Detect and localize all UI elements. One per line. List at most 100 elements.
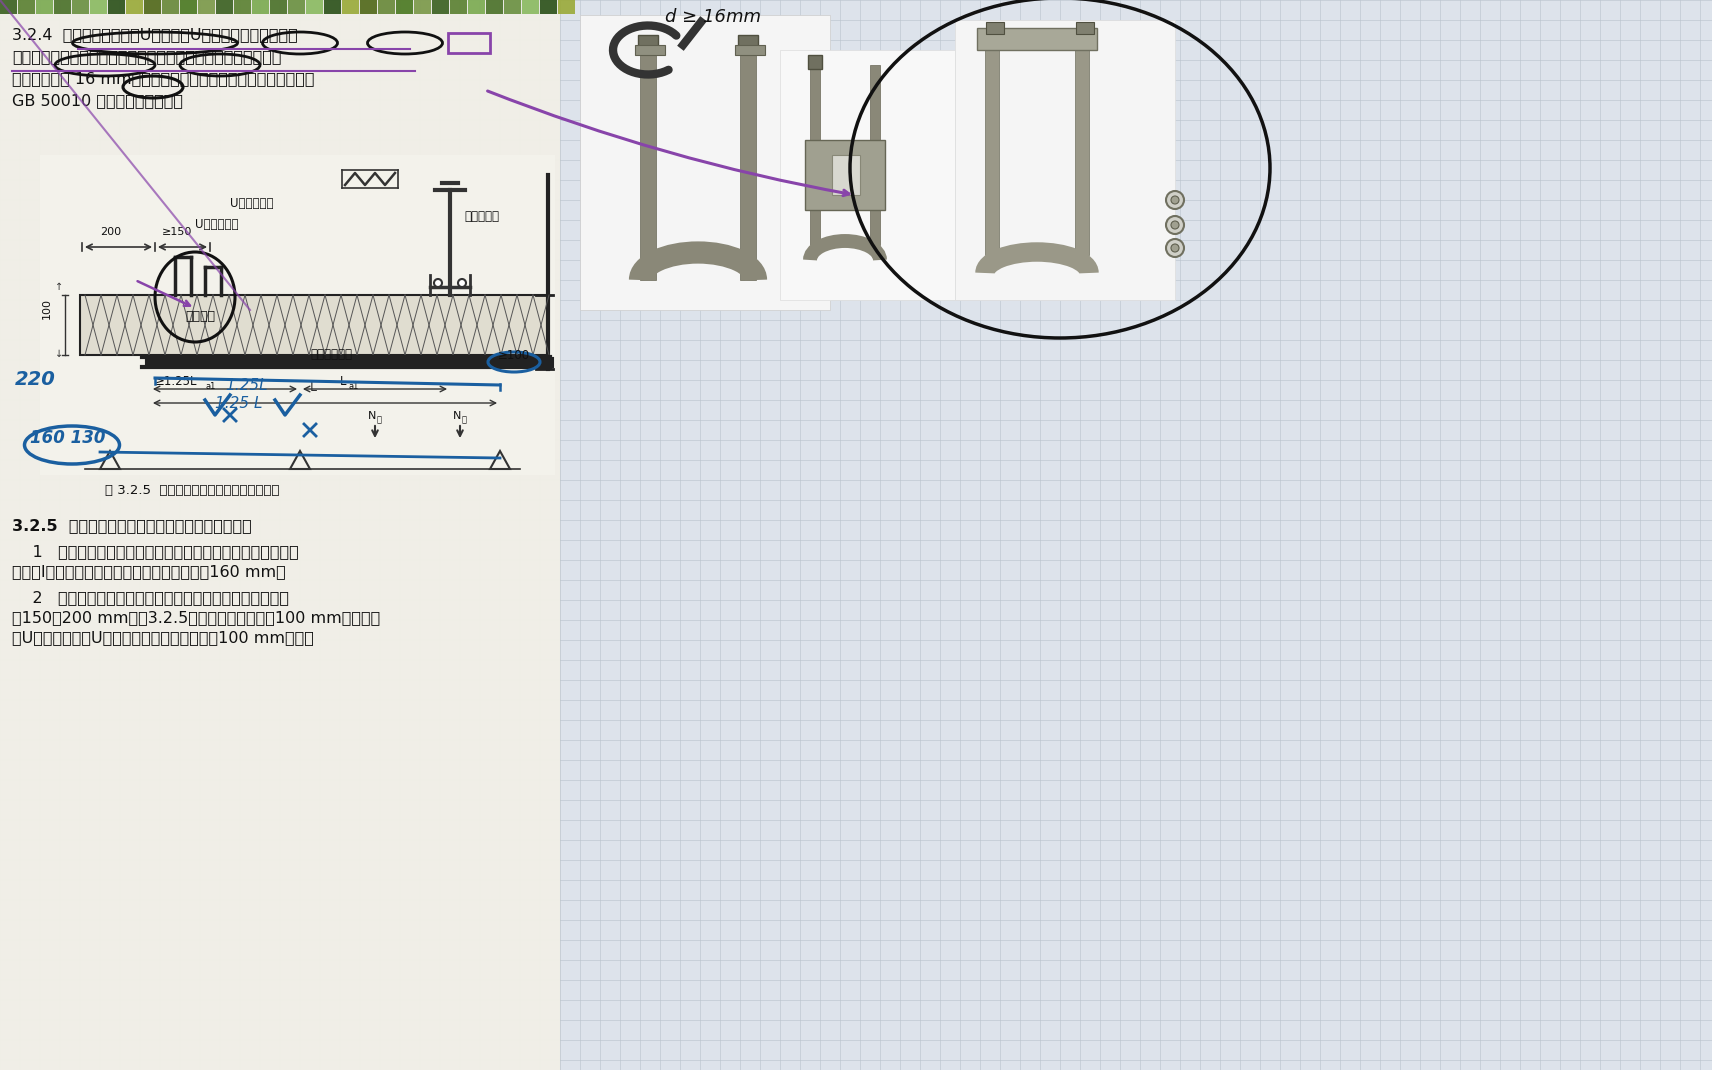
Bar <box>36 0 53 14</box>
Bar <box>72 0 89 14</box>
Bar <box>395 0 413 14</box>
Circle shape <box>1171 196 1180 204</box>
Text: GB 50010 中钢筋锚固的规定。: GB 50010 中钢筋锚固的规定。 <box>12 93 183 108</box>
Bar <box>0 0 560 1070</box>
Bar <box>740 50 757 280</box>
Bar <box>1077 22 1094 34</box>
Text: 1.25L: 1.25L <box>224 378 267 393</box>
Text: 取150～200 mm（图3.2.5）。当楼板厚度大于100 mm时，宜设: 取150～200 mm（图3.2.5）。当楼板厚度大于100 mm时，宜设 <box>12 610 380 625</box>
Bar <box>306 0 324 14</box>
Bar <box>360 0 377 14</box>
Text: 1   挑梁宜采用双轴对称截面的型钢，型号按设计计算确定，: 1 挑梁宜采用双轴对称截面的型钢，型号按设计计算确定， <box>12 544 300 559</box>
Text: 3.2.4  预埋于主体结构的U形锚环、U形拉环和螺栓应伸入主: 3.2.4 预埋于主体结构的U形锚环、U形拉环和螺栓应伸入主 <box>12 27 298 42</box>
Bar <box>978 28 1097 50</box>
Bar <box>0 14 560 1070</box>
Bar <box>55 0 70 14</box>
Text: 立杆定位件: 立杆定位件 <box>464 210 498 223</box>
Bar <box>580 15 830 310</box>
Bar <box>805 140 885 210</box>
Text: 200: 200 <box>99 227 122 236</box>
Bar <box>80 295 548 355</box>
Text: 前: 前 <box>377 415 382 424</box>
Bar <box>19 0 34 14</box>
Text: a1: a1 <box>349 382 360 391</box>
Bar <box>199 0 216 14</box>
Bar <box>108 0 125 14</box>
Bar <box>235 0 252 14</box>
Bar <box>832 155 859 195</box>
Bar <box>288 0 305 14</box>
Text: 图 3.2.5  挑梁式悬挑承力架构造及计算简图: 图 3.2.5 挑梁式悬挑承力架构造及计算简图 <box>104 484 279 496</box>
Text: 3.2.5  挑梁式悬挑承力架的构造应符合下列规定：: 3.2.5 挑梁式悬挑承力架的构造应符合下列规定： <box>12 518 252 533</box>
Bar <box>252 0 269 14</box>
Text: U形钢筋锚环: U形钢筋锚环 <box>195 218 238 231</box>
Bar <box>449 33 490 54</box>
Text: L: L <box>341 374 346 388</box>
Bar <box>216 0 233 14</box>
Bar <box>486 0 503 14</box>
Bar <box>0 0 17 14</box>
Bar <box>503 0 520 14</box>
Bar <box>558 0 575 14</box>
Bar <box>734 45 765 55</box>
Text: ≥100: ≥100 <box>498 349 531 362</box>
Bar <box>640 50 656 280</box>
Text: a1: a1 <box>205 382 216 391</box>
Text: 2   挑梁尾端与楼面结构宜设置两道锚固件，其相邻间距宜: 2 挑梁尾端与楼面结构宜设置两道锚固件，其相邻间距宜 <box>12 590 289 605</box>
Bar <box>163 0 180 14</box>
Bar <box>324 0 341 14</box>
Circle shape <box>1166 216 1185 234</box>
Bar <box>431 0 449 14</box>
Bar <box>414 0 431 14</box>
Circle shape <box>459 279 466 287</box>
Text: 220: 220 <box>15 370 56 389</box>
Circle shape <box>1166 239 1185 257</box>
Bar <box>539 0 556 14</box>
Bar <box>450 0 467 14</box>
Circle shape <box>1166 192 1185 209</box>
Bar <box>144 0 161 14</box>
Bar <box>635 45 664 55</box>
Bar <box>955 20 1174 300</box>
Bar <box>342 0 360 14</box>
Bar <box>127 0 144 14</box>
Bar <box>986 22 1003 34</box>
Text: 后: 后 <box>462 415 467 424</box>
Bar <box>270 0 288 14</box>
Text: N: N <box>454 411 461 421</box>
Text: L: L <box>310 381 317 394</box>
Text: 100: 100 <box>43 299 51 319</box>
Bar <box>39 155 555 475</box>
Text: d ≥ 16mm: d ≥ 16mm <box>664 7 762 26</box>
Bar <box>91 0 106 14</box>
Bar <box>522 0 539 14</box>
Text: 直径不应小于 16 mm，锚固长度应符合《混凝土结构设计规范》: 直径不应小于 16 mm，锚固长度应符合《混凝土结构设计规范》 <box>12 71 315 86</box>
Text: 置U形钢筋锚环或U形螺栓；当楼板厚度不大于100 mm时，宜: 置U形钢筋锚环或U形螺栓；当楼板厚度不大于100 mm时，宜 <box>12 630 313 645</box>
Bar <box>560 0 1712 1070</box>
Text: N: N <box>368 411 377 421</box>
Text: ↑: ↑ <box>55 282 63 292</box>
Bar <box>639 35 657 54</box>
Text: 体结构钢筋骨架或钢筋网内，并与钢筋骨架或网片绑扎牢固；其: 体结构钢筋骨架或钢筋网内，并与钢筋骨架或网片绑扎牢固；其 <box>12 49 281 64</box>
Bar <box>467 0 484 14</box>
Bar <box>1075 45 1089 255</box>
Text: ↓: ↓ <box>55 349 63 360</box>
Bar <box>984 45 1000 255</box>
Bar <box>378 0 395 14</box>
Bar <box>810 65 820 245</box>
Text: 当采用I形截面的型钢时，其截面高度不应小于160 mm。: 当采用I形截面的型钢时，其截面高度不应小于160 mm。 <box>12 564 286 579</box>
Text: ≥1.25L: ≥1.25L <box>156 374 197 388</box>
Bar <box>738 35 758 54</box>
Circle shape <box>435 279 442 287</box>
Text: 1.25 L: 1.25 L <box>216 396 262 411</box>
Text: 悬挑承力钢梁: 悬挑承力钢梁 <box>310 348 353 361</box>
Bar <box>781 50 955 300</box>
Bar <box>180 0 197 14</box>
Text: U形钢筋锚环: U形钢筋锚环 <box>229 197 274 210</box>
Text: ≥150: ≥150 <box>163 227 192 236</box>
Circle shape <box>1171 221 1180 229</box>
Text: 160 130: 160 130 <box>31 429 106 447</box>
Circle shape <box>1171 244 1180 253</box>
Text: 主体结构: 主体结构 <box>185 310 216 323</box>
Bar <box>808 55 822 68</box>
